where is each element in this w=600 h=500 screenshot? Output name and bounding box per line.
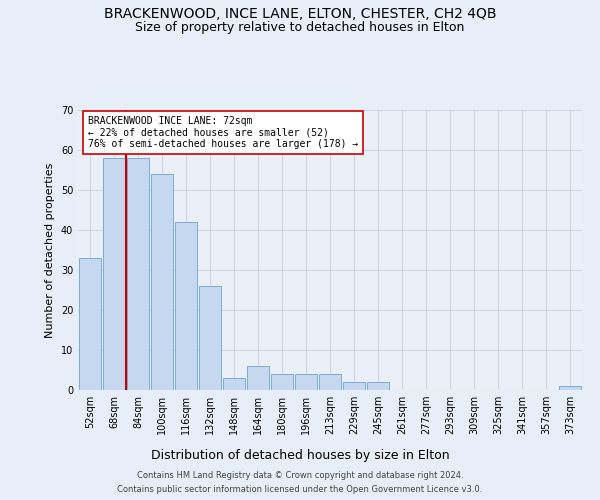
Text: Contains public sector information licensed under the Open Government Licence v3: Contains public sector information licen… [118,484,482,494]
Bar [175,222,197,390]
Bar [79,258,101,390]
Bar [367,382,389,390]
Bar [103,158,125,390]
Bar [199,286,221,390]
Text: BRACKENWOOD INCE LANE: 72sqm
← 22% of detached houses are smaller (52)
76% of se: BRACKENWOOD INCE LANE: 72sqm ← 22% of de… [88,116,358,149]
Text: Contains HM Land Registry data © Crown copyright and database right 2024.: Contains HM Land Registry data © Crown c… [137,472,463,480]
Y-axis label: Number of detached properties: Number of detached properties [45,162,55,338]
Text: Distribution of detached houses by size in Elton: Distribution of detached houses by size … [151,448,449,462]
Bar [559,386,581,390]
Bar [295,374,317,390]
Bar [271,374,293,390]
Bar [127,158,149,390]
Bar [343,382,365,390]
Text: BRACKENWOOD, INCE LANE, ELTON, CHESTER, CH2 4QB: BRACKENWOOD, INCE LANE, ELTON, CHESTER, … [104,8,496,22]
Bar [151,174,173,390]
Text: Size of property relative to detached houses in Elton: Size of property relative to detached ho… [136,21,464,34]
Bar [223,378,245,390]
Bar [319,374,341,390]
Bar [247,366,269,390]
